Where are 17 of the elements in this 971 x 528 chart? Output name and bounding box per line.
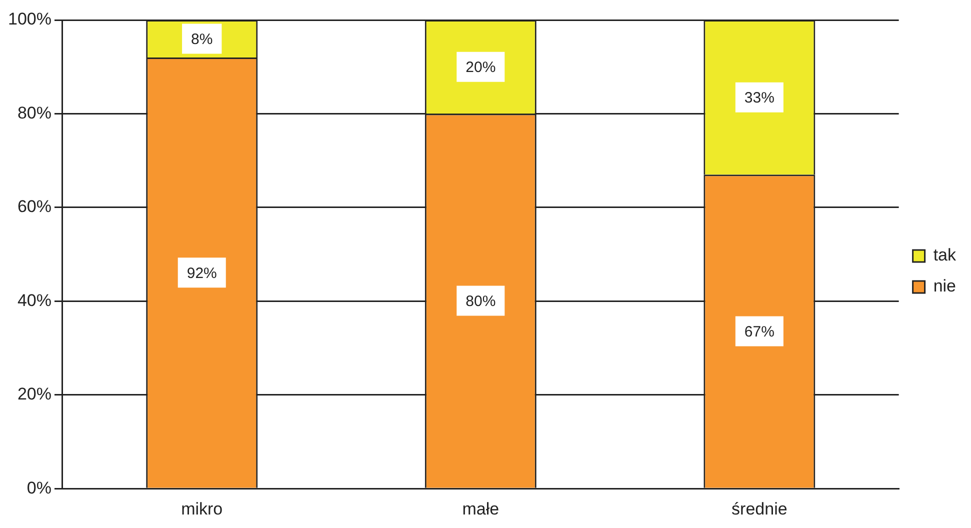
y-tick-label: 60%: [17, 197, 52, 216]
data-label: 8%: [191, 30, 213, 48]
y-tick-label: 40%: [17, 290, 52, 310]
legend-label: nie: [933, 276, 956, 296]
data-label: 92%: [186, 264, 217, 282]
x-tick-label: średnie: [732, 499, 788, 518]
y-tick-label: 20%: [17, 384, 52, 404]
x-tick-label: małe: [462, 499, 500, 518]
legend-label: tak: [933, 246, 956, 265]
y-tick-label: 80%: [17, 103, 52, 122]
y-tick-label: 0%: [26, 478, 52, 498]
data-label: 67%: [744, 323, 774, 340]
y-tick-label: 100%: [8, 10, 52, 29]
data-label: 33%: [744, 89, 774, 106]
x-tick-label: mikro: [181, 499, 223, 518]
data-label: 80%: [466, 292, 496, 310]
data-label: 20%: [466, 59, 496, 76]
